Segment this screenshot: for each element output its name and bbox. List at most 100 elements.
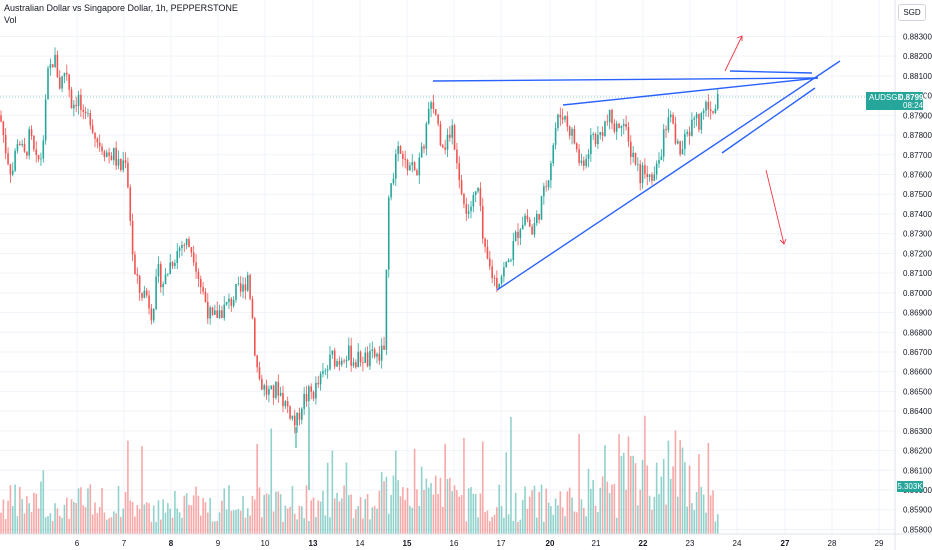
price-tick-label: 0.88200 [903, 52, 932, 61]
candle [432, 94, 435, 114]
candle [392, 172, 395, 186]
currency-badge[interactable]: SGD [898, 4, 926, 21]
volume-bar [122, 508, 124, 534]
candle [625, 115, 627, 131]
volume-bar [54, 503, 56, 534]
price-tick-label: 0.87700 [903, 151, 932, 160]
candle [261, 374, 263, 391]
time-tick-label: 20 [546, 539, 555, 548]
candle [648, 174, 651, 182]
candle [667, 108, 670, 133]
candle [679, 140, 681, 157]
volume-bar [301, 506, 303, 534]
volume-bar [221, 500, 223, 534]
volume-bar [9, 485, 12, 534]
candle [489, 250, 491, 271]
candle [305, 385, 308, 407]
candle [404, 150, 406, 169]
volume-bar [310, 500, 312, 534]
candle [322, 363, 324, 378]
price-axis[interactable]: 0.883000.882000.881000.880000.879000.878… [903, 32, 932, 534]
candle [571, 127, 573, 145]
volume-bar [493, 514, 496, 534]
trendline-drawings[interactable] [432, 35, 841, 291]
volume-bar [169, 508, 171, 534]
volume-bar [268, 494, 270, 534]
price-tick-label: 0.88300 [903, 32, 932, 41]
volume-bar [634, 463, 637, 534]
candle [634, 152, 637, 166]
candle [103, 149, 106, 162]
volume-bar [138, 508, 141, 534]
volume-bar [653, 496, 656, 534]
volume-bar [115, 513, 117, 534]
candle [19, 140, 21, 146]
volume-bar [500, 506, 503, 534]
volume-bar [646, 465, 649, 534]
volume-bar [329, 517, 331, 534]
candle [564, 115, 566, 123]
candle [545, 180, 547, 192]
candle [33, 134, 35, 152]
wedge-upper-trendline[interactable] [562, 77, 819, 106]
candle [333, 347, 336, 370]
candle [237, 276, 240, 286]
volume-bar [35, 493, 38, 534]
volume-bar [167, 503, 169, 534]
candle [167, 273, 169, 277]
extension-line[interactable] [729, 70, 813, 74]
candle [263, 383, 265, 397]
volume-bar [21, 499, 23, 534]
volume-bar [538, 492, 540, 534]
volume-bar [214, 521, 216, 534]
price-tick-label: 0.86300 [903, 427, 932, 436]
volume-bar [557, 505, 559, 534]
volume-bar [141, 446, 143, 534]
volume-bar [235, 510, 237, 534]
volume-bar [7, 500, 9, 534]
candle [298, 407, 301, 426]
wedge-lower-trendline[interactable] [496, 60, 841, 291]
candle [178, 245, 181, 258]
volume-bar [352, 518, 355, 534]
price-tick-label: 0.86200 [903, 447, 932, 456]
time-tick-label: 6 [75, 539, 80, 548]
price-tick-label: 0.86700 [903, 348, 932, 357]
volume-indicator-label[interactable]: Vol [4, 15, 17, 25]
volume-bar [644, 415, 646, 534]
volume-bar [232, 510, 235, 534]
volume-bar [357, 506, 359, 534]
volume-bar [489, 521, 491, 534]
breakout-up-arrow[interactable] [724, 35, 743, 72]
candle [127, 157, 129, 189]
candle [162, 281, 164, 296]
volume-bar [178, 512, 181, 534]
volume-bar [587, 468, 590, 534]
volume-bar [117, 486, 120, 534]
volume-bar [279, 494, 282, 534]
volume-bar [521, 499, 524, 534]
breakdown-down-arrow[interactable] [765, 169, 785, 245]
candle [9, 163, 12, 183]
candle [21, 139, 23, 148]
volume-bar [561, 507, 564, 534]
candle [493, 275, 496, 287]
candle [512, 232, 515, 267]
volume-bar [387, 513, 390, 534]
time-tick-label: 13 [309, 539, 318, 548]
price-tick-label: 0.87100 [903, 269, 932, 278]
resistance-trendline[interactable] [432, 77, 819, 82]
volume-bar [312, 497, 315, 534]
candle [105, 149, 108, 158]
candle [568, 125, 571, 140]
candle [517, 223, 519, 246]
candle [658, 152, 660, 168]
time-axis[interactable]: 6 7 8 9 10 13 14 15 16 17 20 21 22 23 24 27 28 29 [75, 539, 884, 548]
parallel-channel-line[interactable] [721, 87, 816, 154]
candle [28, 126, 30, 160]
candle [336, 358, 338, 367]
candle [174, 259, 176, 269]
volume-bar [80, 487, 82, 534]
candle [684, 129, 686, 156]
